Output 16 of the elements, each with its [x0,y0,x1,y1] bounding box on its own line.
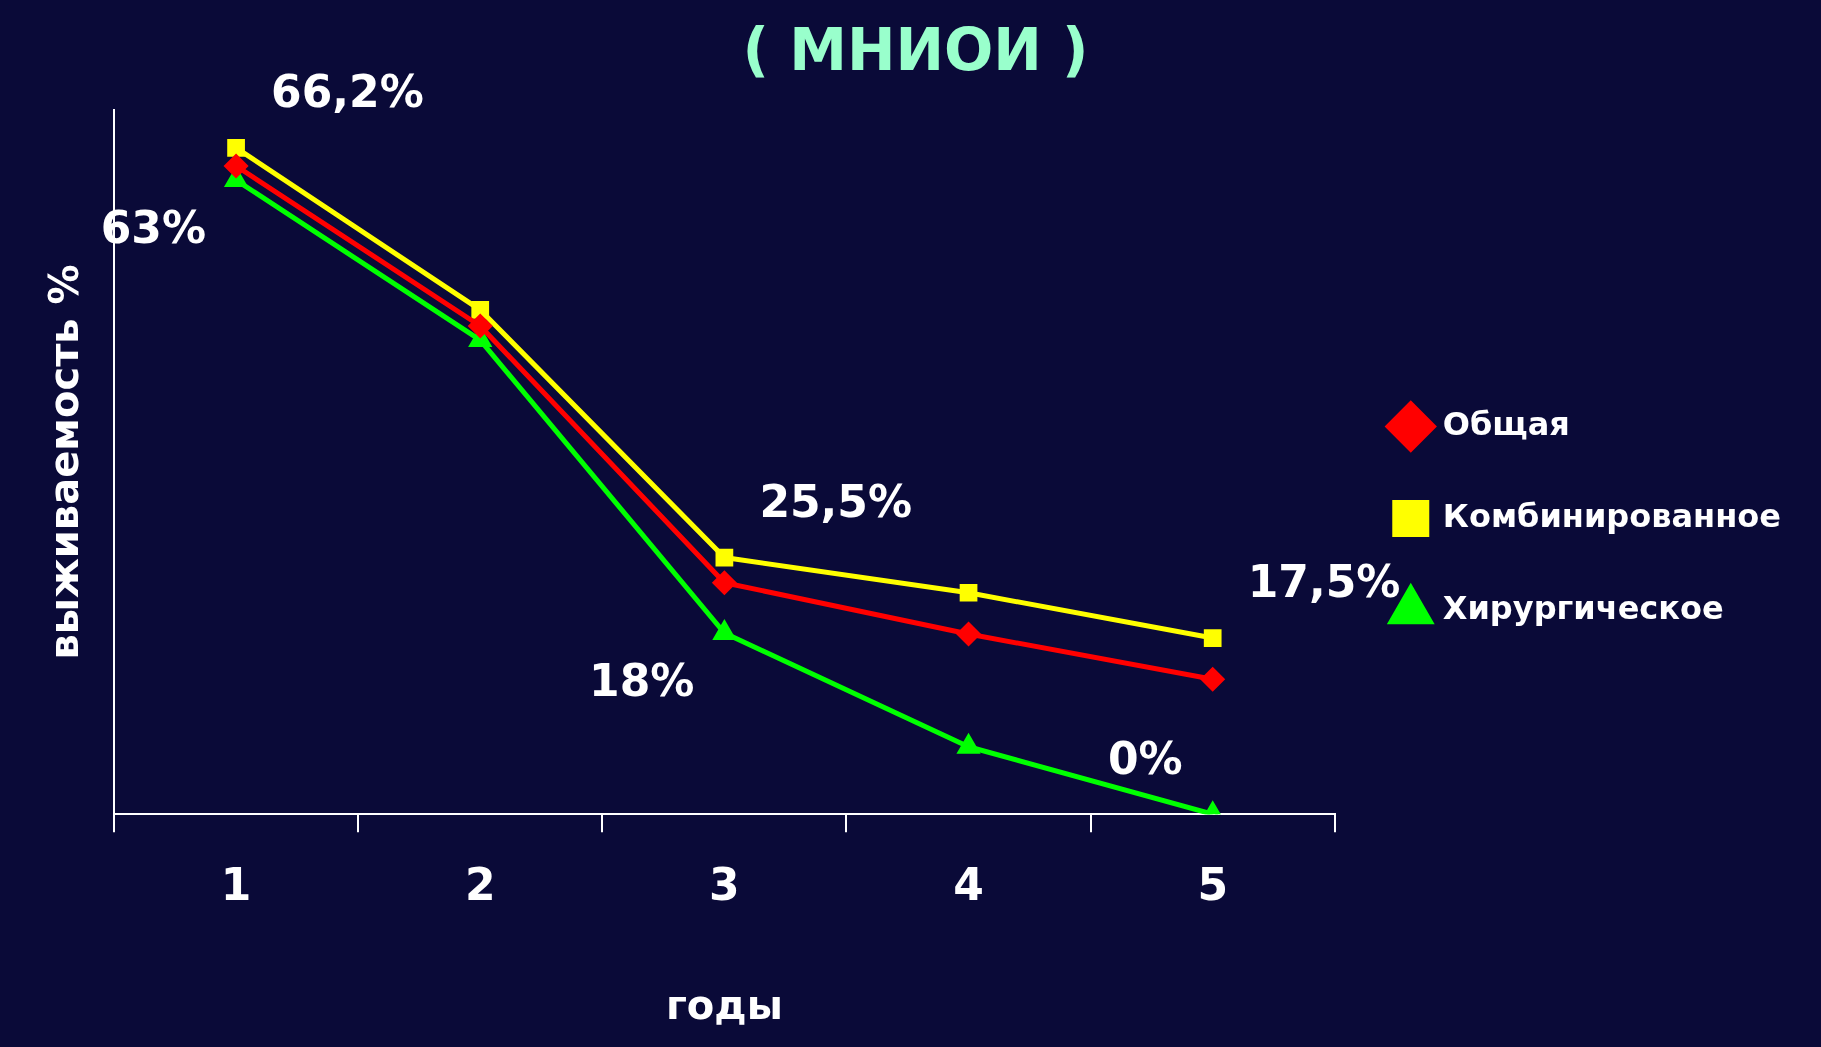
x-tick-label: 1 [220,859,252,911]
legend-label: Комбинированное [1442,496,1781,535]
legend-label: Хирургическое [1442,588,1724,627]
x-tick-label: 3 [709,859,740,911]
x-axis-title: годы [665,982,783,1029]
data-label: 25,5% [759,475,913,527]
x-tick-label: 4 [953,859,984,911]
y-axis-title: выживаемость % [41,264,88,660]
x-tick-label: 2 [464,859,496,911]
data-label: 17,5% [1247,556,1401,608]
data-label: 18% [589,655,695,707]
data-label: 0% [1107,732,1183,784]
data-label: 66,2% [271,66,424,118]
chart-title: ( МНИОИ ) [742,15,1089,84]
legend-label: Общая [1442,404,1570,443]
x-tick-label: 5 [1197,859,1228,911]
